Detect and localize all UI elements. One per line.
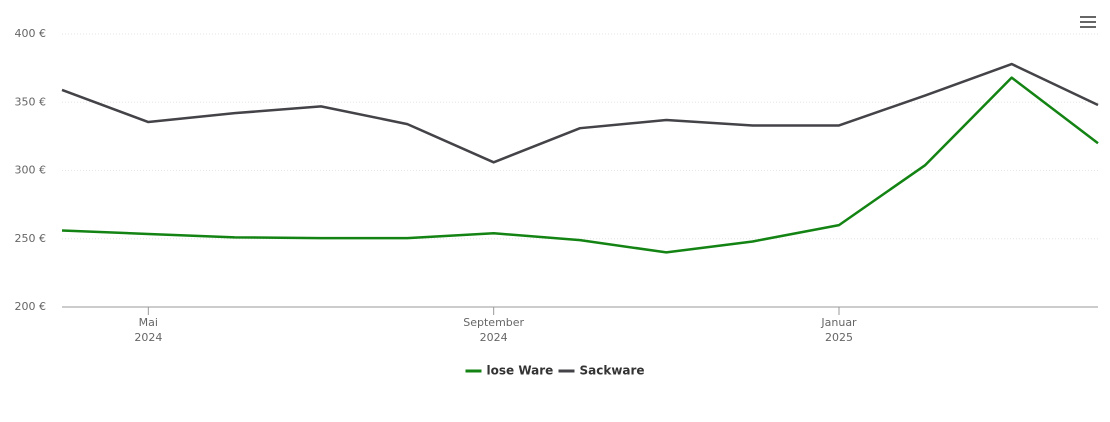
x-tick-label: Januar <box>820 316 857 329</box>
x-tick-label: 2024 <box>480 331 508 344</box>
menu-button[interactable] <box>1078 14 1098 30</box>
legend-label: Sackware <box>580 364 645 378</box>
y-tick-label: 350 € <box>15 95 47 108</box>
x-tick-label: 2025 <box>825 331 853 344</box>
x-tick-label: 2024 <box>134 331 162 344</box>
x-tick-label: September <box>463 316 524 329</box>
y-tick-label: 250 € <box>15 232 47 245</box>
x-tick-label: Mai <box>139 316 158 329</box>
legend-item[interactable]: Sackware <box>558 364 645 378</box>
y-tick-label: 200 € <box>15 300 47 313</box>
y-tick-label: 300 € <box>15 164 47 177</box>
legend-label: lose Ware <box>487 364 554 378</box>
series-line <box>61 76 1099 254</box>
y-tick-label: 400 € <box>15 27 47 40</box>
legend-item[interactable]: lose Ware <box>465 364 554 378</box>
series-line <box>61 62 1099 164</box>
